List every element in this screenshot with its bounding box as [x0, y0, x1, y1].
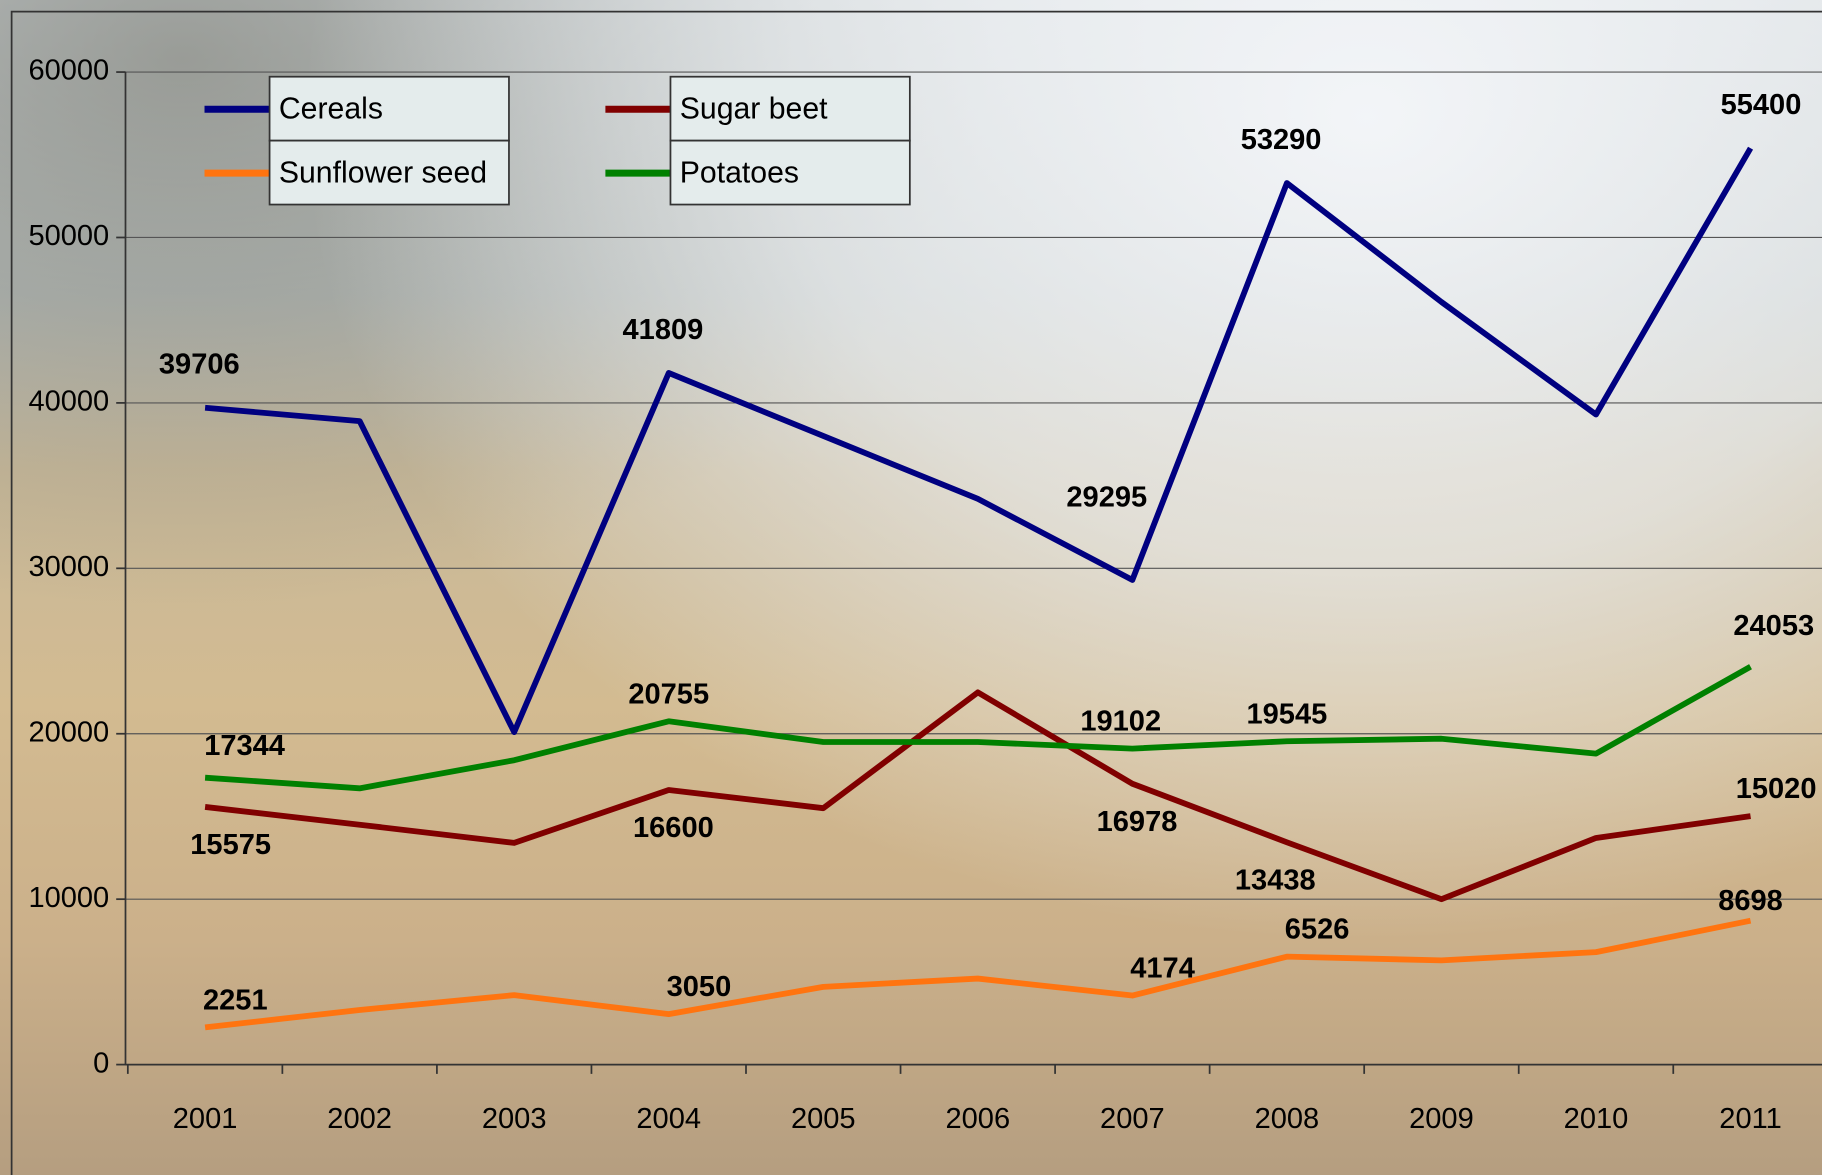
- chart: 0 10000 20000 30000 40000 50000 60000 2001 2002 2…: [0, 0, 1822, 1175]
- x-tick-label: 2001: [173, 1103, 238, 1135]
- data-label: 2251: [203, 984, 268, 1016]
- y-tick-label: 10000: [28, 882, 109, 914]
- data-label: 39706: [159, 349, 240, 381]
- data-label: 41809: [623, 314, 704, 346]
- x-tick-label: 2005: [791, 1103, 856, 1135]
- data-label: 17344: [204, 730, 285, 762]
- y-tick-label: 20000: [28, 716, 109, 748]
- legend-label: Cereals: [279, 92, 383, 125]
- legend-label: Potatoes: [680, 156, 799, 189]
- x-tick-label: 2007: [1100, 1103, 1165, 1135]
- data-label: 19102: [1080, 706, 1161, 738]
- x-tick-label: 2011: [1719, 1103, 1781, 1135]
- series-line: [205, 148, 1750, 732]
- data-label: 8698: [1718, 885, 1783, 917]
- data-label: 15575: [190, 829, 271, 861]
- x-tick-label: 2010: [1564, 1103, 1629, 1135]
- data-label: 4174: [1130, 953, 1195, 985]
- data-label: 19545: [1247, 698, 1328, 730]
- data-label: 15020: [1736, 773, 1817, 805]
- legend-label: Sunflower seed: [279, 156, 487, 189]
- data-label: 53290: [1241, 124, 1322, 156]
- series-line: [205, 692, 1750, 899]
- legend-label: Sugar beet: [680, 92, 828, 125]
- data-label: 16978: [1097, 806, 1178, 838]
- y-tick-label: 0: [93, 1047, 109, 1079]
- data-label: 3050: [667, 971, 732, 1003]
- x-tick-label: 2009: [1409, 1103, 1474, 1135]
- x-tick-label: 2006: [946, 1103, 1011, 1135]
- data-label: 55400: [1721, 89, 1802, 121]
- series-line: [205, 667, 1750, 789]
- x-tick-label: 2002: [327, 1103, 392, 1135]
- data-label: 20755: [628, 678, 709, 710]
- data-label: 13438: [1235, 864, 1316, 896]
- data-label: 6526: [1285, 914, 1350, 946]
- x-tick-label: 2004: [636, 1103, 701, 1135]
- x-tick-label: 2008: [1255, 1103, 1320, 1135]
- data-label: 16600: [633, 812, 714, 844]
- data-label: 24053: [1733, 610, 1814, 642]
- data-label: 29295: [1066, 481, 1147, 513]
- y-tick-label: 40000: [28, 386, 109, 418]
- y-tick-label: 30000: [28, 551, 109, 583]
- y-tick-label: 50000: [28, 220, 109, 252]
- y-tick-label: 60000: [28, 55, 109, 87]
- series-line: [205, 921, 1750, 1028]
- x-tick-label: 2003: [482, 1103, 547, 1135]
